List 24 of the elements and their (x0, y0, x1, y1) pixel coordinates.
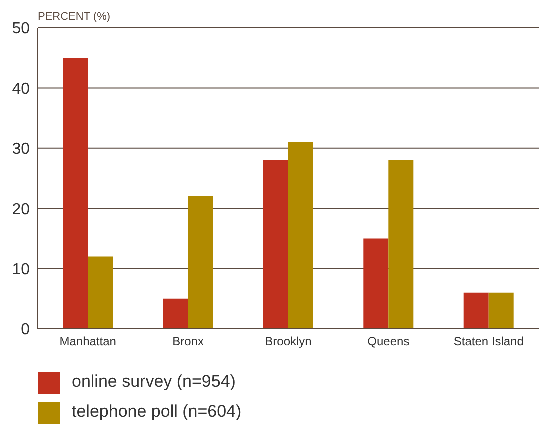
bar (364, 238, 389, 329)
y-tick-label: 30 (12, 141, 30, 158)
legend-label: online survey (n=954) (72, 372, 236, 391)
bar (263, 160, 288, 329)
x-tick-label: Queens (368, 334, 410, 349)
x-tick-label: Brooklyn (265, 334, 312, 349)
bar (88, 256, 114, 329)
x-tick-label: Manhattan (60, 334, 116, 349)
bar (288, 142, 314, 329)
bar (163, 298, 188, 329)
bar (388, 160, 414, 329)
bar (464, 292, 489, 329)
y-tick-label: 40 (12, 80, 30, 98)
y-tick-label: 20 (12, 201, 30, 218)
y-tick-label: 0 (21, 322, 30, 339)
y-axis-title: PERCENT (%) (38, 11, 111, 23)
bar (488, 292, 514, 329)
x-tick-label: Bronx (172, 334, 204, 349)
bar (63, 58, 88, 329)
legend-label: telephone poll (n=604) (72, 402, 242, 421)
x-tick-label: Staten Island (454, 334, 524, 349)
bar (188, 196, 214, 329)
y-tick-label: 10 (12, 261, 30, 278)
y-tick-label: 50 (12, 20, 30, 38)
